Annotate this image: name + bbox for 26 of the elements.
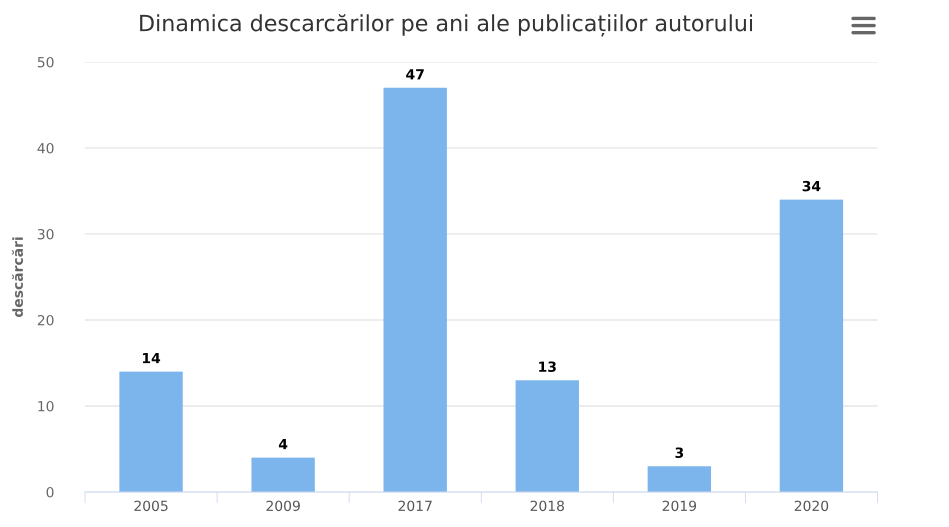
y-tick-label: 30 xyxy=(38,228,54,240)
chart-title: Dinamica descarcărilor pe ani ale publicațiilor autorului xyxy=(140,14,752,36)
bar xyxy=(780,200,844,492)
data-label: 13 xyxy=(539,361,556,372)
x-tick-label: 2019 xyxy=(662,500,696,512)
y-tick-label: 20 xyxy=(38,314,54,326)
x-tick-label: 2020 xyxy=(794,500,828,512)
bar xyxy=(251,458,315,492)
data-label: 47 xyxy=(406,69,424,80)
bar xyxy=(384,88,447,492)
y-tick-label: 40 xyxy=(37,142,54,154)
data-label: 3 xyxy=(675,447,684,458)
y-tick-label: 0 xyxy=(46,486,54,498)
data-label: 34 xyxy=(802,180,820,192)
y-axis-title: descărcări xyxy=(12,238,23,318)
x-tick-label: 2005 xyxy=(134,500,168,512)
bar xyxy=(119,372,183,492)
y-tick-label: 50 xyxy=(38,56,54,68)
data-label: 4 xyxy=(278,439,288,450)
data-label: 14 xyxy=(142,353,160,364)
x-tick-label: 2018 xyxy=(530,500,564,512)
x-tick-label: 2017 xyxy=(398,500,432,512)
bar xyxy=(516,380,579,492)
bar xyxy=(648,466,712,492)
y-tick-label: 10 xyxy=(38,400,54,412)
x-tick-label: 2009 xyxy=(266,500,300,512)
